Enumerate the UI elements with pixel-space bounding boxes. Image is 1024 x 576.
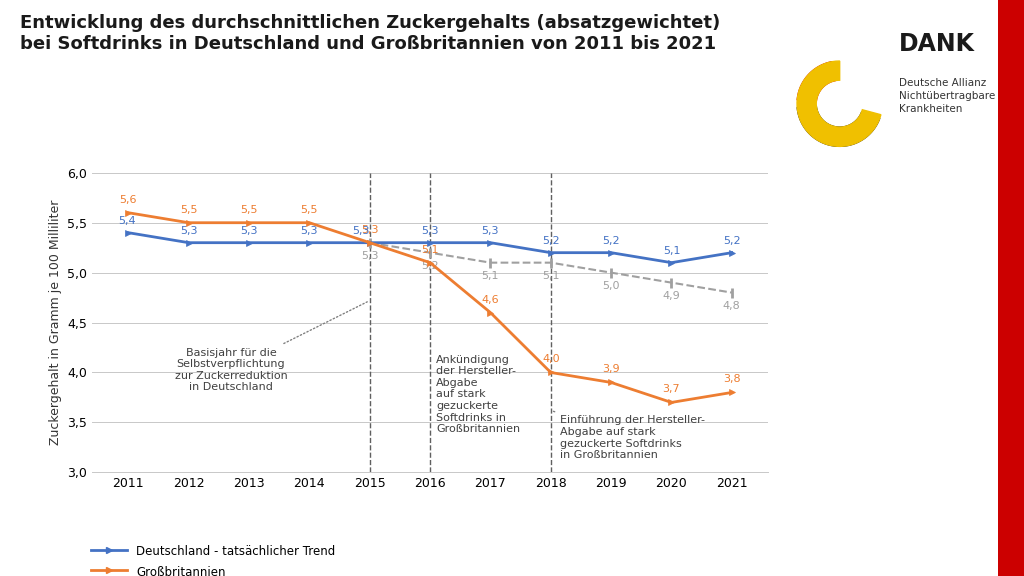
- Y-axis label: Zuckergehalt in Gramm je 100 Milliliter: Zuckergehalt in Gramm je 100 Milliliter: [49, 200, 61, 445]
- Text: 5,3: 5,3: [352, 226, 370, 236]
- Großbritannien: [545, 369, 557, 376]
- Text: 5,3: 5,3: [301, 226, 318, 236]
- Polygon shape: [998, 0, 1024, 202]
- Line: Deutschland - Zuckerreduktion nach Selbstverpflichtung (Annahme: lineare Reduktion um 15 Prozent bis 2025): Deutschland - Zuckerreduktion nach Selbs…: [365, 238, 736, 297]
- Text: 5,1: 5,1: [542, 271, 559, 281]
- Deutschland - tatsächlicher Trend: [303, 239, 315, 246]
- Deutschland - Zuckerreduktion nach Selbstverpflichtung (Annahme: lineare Reduktion um 15 Prozent bis 2025): (2.02e+03, 5.3): lineare Reduktion um 15 Prozent bis 2025…: [364, 239, 376, 246]
- Text: 5,1: 5,1: [663, 246, 680, 256]
- Line: Deutschland - tatsächlicher Trend: Deutschland - tatsächlicher Trend: [125, 229, 735, 266]
- Text: 4,9: 4,9: [663, 291, 680, 301]
- Deutschland - Zuckerreduktion nach Selbstverpflichtung (Annahme: lineare Reduktion um 15 Prozent bis 2025): (2.02e+03, 5.1): lineare Reduktion um 15 Prozent bis 2025…: [545, 259, 557, 266]
- Deutschland - tatsächlicher Trend: [666, 259, 678, 266]
- Text: 5,1: 5,1: [421, 245, 439, 255]
- Text: 5,1: 5,1: [481, 271, 499, 281]
- Text: 5,3: 5,3: [421, 226, 439, 236]
- Text: 5,5: 5,5: [241, 204, 258, 215]
- Großbritannien: [364, 239, 376, 246]
- Text: 5,3: 5,3: [361, 225, 379, 234]
- Polygon shape: [797, 62, 836, 101]
- Großbritannien: [726, 389, 738, 396]
- Großbritannien: [122, 209, 134, 216]
- Großbritannien: [666, 399, 678, 406]
- Text: 5,4: 5,4: [119, 216, 136, 226]
- Text: 5,3: 5,3: [180, 226, 198, 236]
- Line: Großbritannien: Großbritannien: [125, 209, 735, 406]
- Text: 5,2: 5,2: [602, 236, 620, 246]
- Großbritannien: [424, 259, 436, 266]
- Deutschland - tatsächlicher Trend: [122, 229, 134, 236]
- Text: 5,2: 5,2: [723, 236, 740, 246]
- Deutschland - tatsächlicher Trend: [424, 239, 436, 246]
- Text: 5,3: 5,3: [241, 226, 258, 236]
- Großbritannien: [484, 309, 497, 316]
- Deutschland - Zuckerreduktion nach Selbstverpflichtung (Annahme: lineare Reduktion um 15 Prozent bis 2025): (2.02e+03, 4.8): lineare Reduktion um 15 Prozent bis 2025…: [726, 289, 738, 296]
- Deutschland - tatsächlicher Trend: [484, 239, 497, 246]
- Text: 5,0: 5,0: [602, 281, 620, 291]
- Text: Entwicklung des durchschnittlichen Zuckergehalts (absatzgewichtet)
bei Softdrink: Entwicklung des durchschnittlichen Zucke…: [20, 14, 721, 53]
- Text: 5,2: 5,2: [421, 261, 439, 271]
- Text: Ankündigung
der Hersteller-
Abgabe
auf stark
gezuckerte
Softdrinks in
Großbritan: Ankündigung der Hersteller- Abgabe auf s…: [436, 354, 520, 434]
- Text: 3,7: 3,7: [663, 384, 680, 395]
- Text: 3,8: 3,8: [723, 374, 740, 384]
- Text: 5,6: 5,6: [120, 195, 137, 204]
- Polygon shape: [797, 61, 881, 146]
- Großbritannien: [243, 219, 255, 226]
- Großbritannien: [303, 219, 315, 226]
- Deutschland - tatsächlicher Trend: [726, 249, 738, 256]
- Text: Deutsche Allianz
Nichtübertragbare
Krankheiten: Deutsche Allianz Nichtübertragbare Krank…: [899, 78, 995, 114]
- Text: Basisjahr für die
Selbstverpflichtung
zur Zuckerreduktion
in Deutschland: Basisjahr für die Selbstverpflichtung zu…: [174, 302, 368, 392]
- Text: DANK: DANK: [899, 32, 975, 56]
- Großbritannien: [182, 219, 195, 226]
- Polygon shape: [797, 106, 880, 146]
- Deutschland - tatsächlicher Trend: [182, 239, 195, 246]
- Text: 5,2: 5,2: [542, 236, 559, 246]
- Deutschland - tatsächlicher Trend: [605, 249, 617, 256]
- Großbritannien: [605, 379, 617, 386]
- Text: 5,3: 5,3: [361, 251, 379, 261]
- Deutschland - Zuckerreduktion nach Selbstverpflichtung (Annahme: lineare Reduktion um 15 Prozent bis 2025): (2.02e+03, 5): lineare Reduktion um 15 Prozent bis 2025…: [605, 269, 617, 276]
- Deutschland - tatsächlicher Trend: [545, 249, 557, 256]
- Text: 5,3: 5,3: [481, 226, 499, 236]
- Text: 4,0: 4,0: [542, 354, 559, 365]
- Text: 3,9: 3,9: [602, 365, 620, 374]
- Deutschland - Zuckerreduktion nach Selbstverpflichtung (Annahme: lineare Reduktion um 15 Prozent bis 2025): (2.02e+03, 5.1): lineare Reduktion um 15 Prozent bis 2025…: [484, 259, 497, 266]
- Deutschland - Zuckerreduktion nach Selbstverpflichtung (Annahme: lineare Reduktion um 15 Prozent bis 2025): (2.02e+03, 5.2): lineare Reduktion um 15 Prozent bis 2025…: [424, 249, 436, 256]
- Deutschland - Zuckerreduktion nach Selbstverpflichtung (Annahme: lineare Reduktion um 15 Prozent bis 2025): (2.02e+03, 4.9): lineare Reduktion um 15 Prozent bis 2025…: [666, 279, 678, 286]
- Deutschland - tatsächlicher Trend: [364, 239, 376, 246]
- Text: 4,6: 4,6: [481, 294, 500, 305]
- Text: 5,5: 5,5: [180, 204, 198, 215]
- Text: 5,5: 5,5: [301, 204, 318, 215]
- Deutschland - tatsächlicher Trend: [243, 239, 255, 246]
- Text: 4,8: 4,8: [723, 301, 740, 310]
- Legend: Deutschland - tatsächlicher Trend, Großbritannien, Deutschland - Zuckerreduktion: Deutschland - tatsächlicher Trend, Großb…: [91, 544, 796, 576]
- Text: Einführung der Hersteller-
Abgabe auf stark
gezuckerte Softdrinks
in Großbritann: Einführung der Hersteller- Abgabe auf st…: [553, 411, 705, 460]
